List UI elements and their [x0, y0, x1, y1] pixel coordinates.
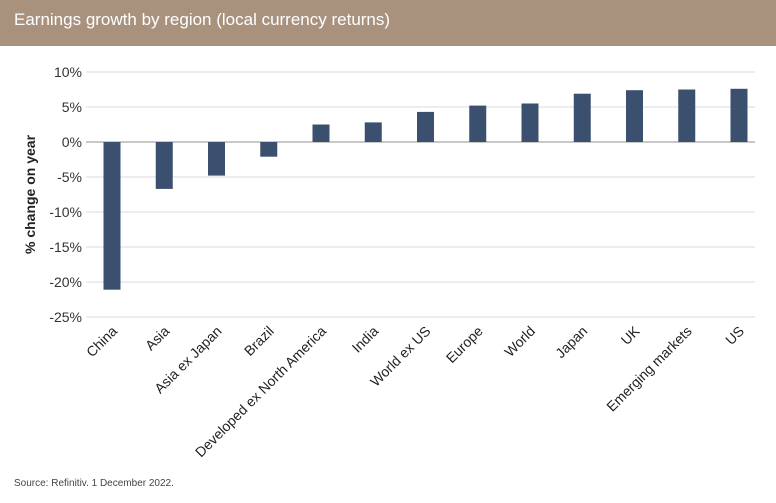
- x-tick-label: UK: [618, 322, 644, 348]
- x-tick-label: India: [349, 323, 382, 356]
- x-tick-label: World: [501, 323, 538, 360]
- y-tick-label: 10%: [54, 64, 82, 80]
- y-tick-label: -20%: [49, 274, 82, 290]
- bar-china: [103, 142, 121, 290]
- x-tick-label: Brazil: [241, 323, 277, 359]
- x-tick-label: Asia: [142, 323, 173, 354]
- y-tick-label: -5%: [57, 169, 82, 185]
- bar-us: [730, 88, 748, 142]
- bar-brazil: [260, 142, 278, 157]
- y-axis-label: % change on year: [22, 134, 38, 254]
- x-tick-label: China: [83, 323, 120, 360]
- x-tick-label: US: [722, 323, 747, 348]
- bar-europe: [469, 105, 487, 142]
- y-tick-label: -25%: [49, 309, 82, 325]
- bar-india: [364, 122, 382, 142]
- bar-world-ex-us: [417, 111, 434, 142]
- bar-japan: [573, 93, 591, 142]
- y-tick-label: -15%: [49, 239, 82, 255]
- bar-developed-ex-north-america: [312, 124, 330, 142]
- bar-emerging-markets: [678, 89, 696, 142]
- source-note: Source: Refinitiv. 1 December 2022.: [14, 478, 174, 489]
- x-tick-label: Europe: [443, 323, 486, 366]
- bar-asia: [155, 142, 173, 189]
- x-tick-label: Japan: [552, 323, 590, 361]
- title-banner: Earnings growth by region (local currenc…: [0, 0, 776, 46]
- bar-world: [521, 103, 539, 142]
- y-tick-label: -10%: [49, 204, 82, 220]
- bar-asia-ex-japan: [208, 142, 225, 176]
- bar-uk: [626, 90, 643, 142]
- y-tick-label: 5%: [62, 99, 82, 115]
- chart-title: Earnings growth by region (local currenc…: [14, 10, 391, 29]
- y-tick-label: 0%: [62, 134, 82, 150]
